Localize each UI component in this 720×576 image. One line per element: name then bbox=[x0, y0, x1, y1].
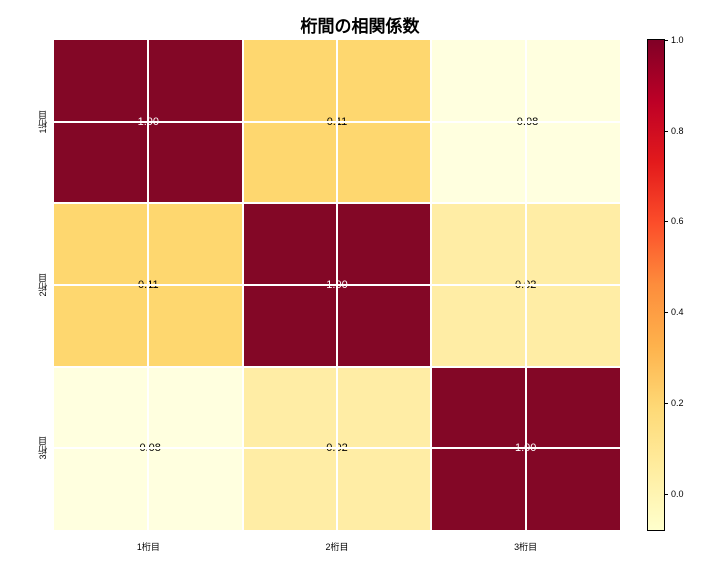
colorbar-tickmark bbox=[664, 221, 668, 222]
colorbar-tickmark bbox=[664, 403, 668, 404]
colorbar-tick-label: 0.2 bbox=[671, 398, 684, 408]
heatmap-ytick-label: 2桁目 bbox=[36, 273, 49, 296]
heatmap-ytick-label: 3桁目 bbox=[36, 437, 49, 460]
heatmap-gridline bbox=[525, 40, 527, 530]
colorbar-tick-label: 0.0 bbox=[671, 489, 684, 499]
heatmap-xtick-label: 3桁目 bbox=[514, 540, 537, 553]
colorbar-tick-label: 0.8 bbox=[671, 126, 684, 136]
colorbar-tickmark bbox=[664, 40, 668, 41]
heatmap-xtick-label: 2桁目 bbox=[325, 540, 348, 553]
colorbar-tickmark bbox=[664, 131, 668, 132]
colorbar bbox=[648, 40, 664, 530]
chart-title: 桁間の相関係数 bbox=[0, 12, 720, 37]
heatmap-ytick-label: 1桁目 bbox=[36, 110, 49, 133]
heatmap-xtick-label: 1桁目 bbox=[137, 540, 160, 553]
heatmap-plot-area: 1.000.11-0.080.111.000.02-0.080.021.00 bbox=[54, 40, 620, 530]
heatmap-gridline bbox=[54, 447, 620, 449]
heatmap-gridline bbox=[430, 40, 432, 530]
colorbar-tick-label: 0.4 bbox=[671, 307, 684, 317]
heatmap-gridline bbox=[336, 40, 338, 530]
colorbar-tick-label: 1.0 bbox=[671, 35, 684, 45]
colorbar-tickmark bbox=[664, 494, 668, 495]
colorbar-gradient bbox=[648, 40, 664, 530]
figure: 桁間の相関係数 1.000.11-0.080.111.000.02-0.080.… bbox=[0, 0, 720, 576]
heatmap-gridline bbox=[54, 366, 620, 368]
colorbar-tickmark bbox=[664, 312, 668, 313]
colorbar-tick-label: 0.6 bbox=[671, 216, 684, 226]
